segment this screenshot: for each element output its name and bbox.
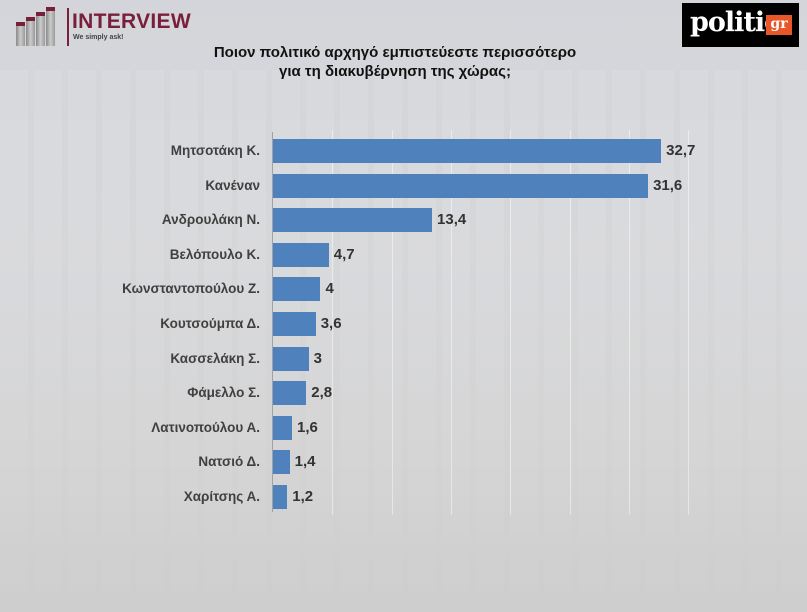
gridline	[629, 130, 631, 515]
bar-row: Λατινοπούλου Α. 1,6	[0, 415, 807, 440]
logo-divider	[67, 8, 69, 46]
logo-bars-icon	[16, 7, 64, 46]
gridline	[688, 130, 690, 515]
category-label: Κασσελάκη Σ.	[170, 350, 260, 366]
bar	[273, 242, 329, 267]
gridline	[451, 130, 453, 515]
politic-logo-badge: gr	[766, 15, 792, 35]
category-label: Βελόπουλο Κ.	[169, 246, 260, 262]
category-label: Χαρίτσης Α.	[183, 489, 260, 504]
bar-row: Μητσοτάκη Κ. 32,7	[0, 139, 807, 163]
interview-logo: INTERVIEW We simply ask!	[16, 6, 196, 46]
bar	[273, 312, 316, 336]
y-axis-line	[272, 132, 273, 512]
bar	[273, 208, 433, 233]
politic-logo-text: politic	[690, 7, 781, 38]
value-label: 1,4	[294, 453, 316, 471]
bar-row: Ανδρουλάκη Ν. 13,4	[0, 208, 807, 233]
bar-row: Κουτσούμπα Δ. 3,6	[0, 312, 807, 336]
bar	[273, 173, 649, 198]
category-label: Ανδρουλάκη Ν.	[161, 212, 260, 228]
logo-title: INTERVIEW	[72, 10, 191, 33]
value-label: 4	[325, 280, 334, 298]
value-label: 1,2	[292, 488, 314, 505]
logo-tagline: We simply ask!	[73, 34, 124, 41]
category-label: Κανέναν	[205, 177, 260, 193]
gridline	[569, 130, 571, 515]
bar	[273, 346, 309, 371]
category-label: Μητσοτάκη Κ.	[170, 143, 260, 158]
bar	[273, 277, 321, 302]
category-label: Φάμελλο Σ.	[187, 385, 260, 401]
category-label: Νατσιό Δ.	[198, 454, 260, 470]
chart-title-line1: Ποιον πολιτικό αρχηγό εμπιστεύεστε περισ…	[213, 44, 577, 61]
gridline	[332, 130, 334, 515]
bar-row: Βελόπουλο Κ. 4,7	[0, 242, 807, 267]
bar-row: Νατσιό Δ. 1,4	[0, 450, 807, 475]
gridline	[391, 130, 393, 515]
category-label: Κωνσταντοπούλου Ζ.	[122, 281, 260, 297]
value-label: 32,7	[666, 142, 696, 159]
value-label: 31,6	[653, 176, 683, 194]
value-label: 13,4	[437, 211, 467, 229]
chart-title-line2: για τη διακυβέρνηση της χώρας;	[279, 63, 511, 80]
gridline	[510, 130, 512, 515]
value-label: 1,6	[296, 418, 318, 436]
bar-row: Κασσελάκη Σ. 3	[0, 346, 807, 371]
value-label: 3	[313, 349, 322, 367]
bar	[273, 485, 288, 509]
bar	[273, 415, 292, 440]
bar-row: Κωνσταντοπούλου Ζ. 4	[0, 277, 807, 302]
category-label: Λατινοπούλου Α.	[151, 419, 260, 435]
bar	[273, 450, 290, 475]
chart-title: Ποιον πολιτικό αρχηγό εμπιστεύεστε περισ…	[160, 43, 630, 81]
bar	[273, 381, 307, 406]
bar-row: Φάμελλο Σ. 2,8	[0, 381, 807, 406]
bar	[273, 139, 662, 163]
category-label: Κουτσούμπα Δ.	[160, 316, 260, 331]
bar-row: Χαρίτσης Α. 1,2	[0, 485, 807, 509]
value-label: 4,7	[333, 245, 355, 263]
value-label: 2,8	[311, 384, 333, 402]
bar-row: Κανέναν 31,6	[0, 173, 807, 198]
value-label: 3,6	[320, 315, 342, 332]
politic-gr-logo: politic gr	[682, 3, 799, 47]
